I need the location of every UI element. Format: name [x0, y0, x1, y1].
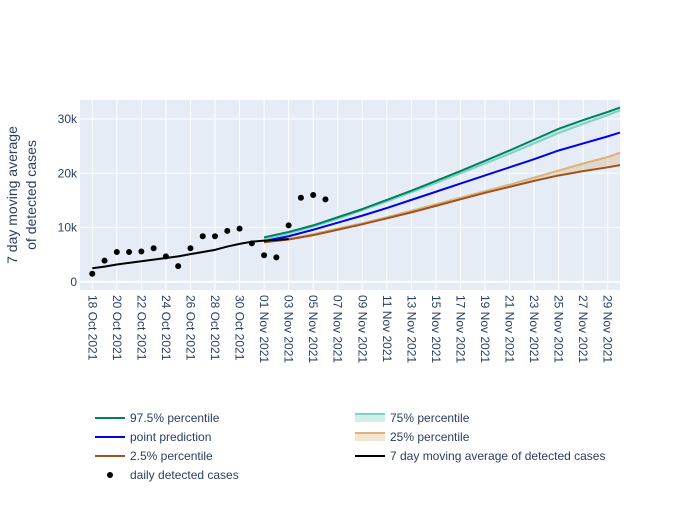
daily-case-point — [162, 253, 169, 260]
x-tick-label: 22 Oct 2021 — [134, 295, 148, 361]
x-tick-label: 23 Nov 2021 — [527, 295, 541, 363]
daily-case-point — [199, 233, 206, 240]
legend: 97.5% percentile 75% percentile point pred… — [95, 411, 605, 482]
legend-swatch — [107, 472, 113, 478]
y-tick-label: 10k — [58, 221, 78, 235]
legend-label: point prediction — [130, 430, 211, 444]
x-axis: 18 Oct 2021 20 Oct 2021 22 Oct 2021 24 Oct … — [85, 295, 614, 363]
x-tick-label: 19 Nov 2021 — [478, 295, 492, 363]
x-tick-label: 20 Oct 2021 — [110, 295, 124, 361]
daily-case-markers — [89, 192, 329, 277]
legend-item-point: point prediction — [95, 430, 211, 444]
series-line-p25 — [263, 151, 621, 244]
x-tick-label: 15 Nov 2021 — [429, 295, 443, 363]
x-tick-label: 13 Nov 2021 — [404, 295, 418, 363]
daily-case-point — [285, 222, 292, 229]
y-tick-label: 20k — [58, 166, 78, 180]
series-line-p975 — [263, 106, 621, 239]
band-75-percentile — [264, 107, 620, 240]
daily-case-point — [150, 245, 157, 252]
x-tick-label: 27 Nov 2021 — [576, 295, 590, 363]
daily-case-point — [310, 192, 317, 198]
y-axis-title: 7 day moving average of detected cases — [4, 126, 39, 264]
x-tick-label: 07 Nov 2021 — [331, 295, 345, 363]
x-tick-label: 03 Nov 2021 — [282, 295, 296, 363]
legend-item-moving-avg: 7 day moving average of detected cases — [355, 449, 605, 463]
series-line-p75 — [263, 109, 621, 241]
x-tick-label: 17 Nov 2021 — [453, 295, 467, 363]
daily-case-point — [187, 245, 194, 252]
y-axis-title-line-1: 7 day moving average — [4, 126, 20, 264]
legend-item-p025: 2.5% percentile — [95, 449, 213, 463]
daily-case-point — [175, 263, 182, 270]
legend-item-p975: 97.5% percentile — [95, 411, 220, 425]
daily-case-point — [248, 240, 255, 247]
x-tick-label: 30 Oct 2021 — [233, 295, 247, 361]
daily-case-point — [224, 227, 231, 234]
daily-case-point — [89, 270, 96, 277]
x-tick-label: 18 Oct 2021 — [85, 295, 99, 361]
x-tick-label: 11 Nov 2021 — [380, 295, 394, 362]
daily-case-point — [113, 249, 120, 255]
legend-swatch — [355, 414, 385, 422]
y-axis: 0 10k 20k 30k — [58, 112, 78, 289]
legend-item-p75: 75% percentile — [355, 411, 470, 425]
x-tick-label: 28 Oct 2021 — [208, 295, 222, 361]
series-line-point — [263, 131, 621, 243]
x-tick-label: 25 Nov 2021 — [552, 295, 566, 363]
x-tick-label: 01 Nov 2021 — [257, 295, 271, 363]
daily-case-point — [273, 254, 280, 261]
daily-case-point — [138, 248, 145, 255]
daily-case-point — [212, 233, 218, 240]
daily-case-point — [297, 194, 304, 201]
y-tick-label: 0 — [70, 275, 77, 289]
x-tick-label: 09 Nov 2021 — [355, 295, 369, 363]
legend-label: 97.5% percentile — [130, 411, 220, 425]
series-lines — [92, 106, 621, 270]
legend-label: daily detected cases — [130, 468, 239, 482]
y-tick-label: 30k — [58, 112, 78, 126]
series-line-p025 — [263, 164, 621, 244]
series-line-moving-avg — [92, 237, 289, 270]
y-axis-title-line-2: of detected cases — [23, 140, 39, 250]
legend-item-daily: daily detected cases — [107, 468, 239, 482]
legend-label: 75% percentile — [390, 411, 470, 425]
daily-case-point — [261, 252, 268, 259]
daily-case-point — [126, 249, 133, 255]
x-tick-label: 05 Nov 2021 — [306, 295, 320, 363]
x-tick-label: 24 Oct 2021 — [159, 295, 173, 361]
daily-case-point — [101, 257, 108, 264]
legend-label: 2.5% percentile — [130, 449, 213, 463]
legend-item-p25: 25% percentile — [355, 430, 470, 444]
legend-label: 7 day moving average of detected cases — [390, 449, 605, 463]
daily-case-point — [322, 196, 329, 203]
x-tick-label: 29 Nov 2021 — [601, 295, 615, 363]
percentile-bands — [264, 107, 620, 243]
x-tick-label: 26 Oct 2021 — [183, 295, 197, 361]
x-tick-label: 21 Nov 2021 — [503, 295, 517, 363]
legend-swatch — [355, 433, 385, 441]
plot-background — [80, 100, 620, 290]
daily-case-point — [236, 225, 243, 232]
legend-label: 25% percentile — [390, 430, 470, 444]
